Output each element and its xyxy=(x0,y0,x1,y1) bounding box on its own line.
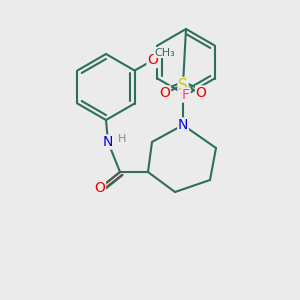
Text: N: N xyxy=(178,118,188,132)
Text: O: O xyxy=(196,86,206,100)
Text: N: N xyxy=(103,135,113,149)
Text: O: O xyxy=(94,181,105,195)
Text: O: O xyxy=(160,86,170,100)
Text: F: F xyxy=(182,88,190,102)
Text: O: O xyxy=(147,53,158,68)
Text: S: S xyxy=(178,77,188,92)
Text: H: H xyxy=(118,134,126,144)
Text: CH₃: CH₃ xyxy=(154,47,175,58)
